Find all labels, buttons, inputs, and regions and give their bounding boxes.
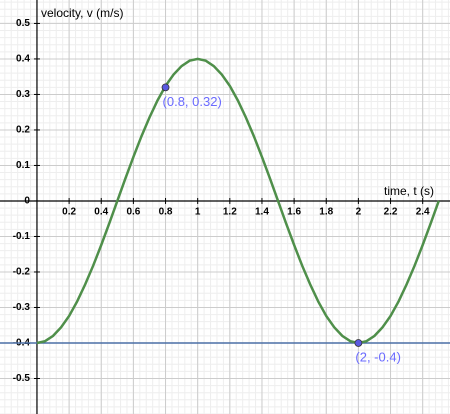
y-tick-label: -0.2	[13, 267, 31, 278]
point	[161, 83, 170, 92]
y-tick-label: 0.3	[16, 89, 30, 100]
x-tick-label: 0.4	[94, 207, 108, 218]
point	[354, 339, 363, 347]
y-tick-label: 0.4	[16, 54, 30, 65]
x-axis-label: time, t (s)	[384, 184, 434, 198]
point-label: (2, -0.4)	[355, 349, 401, 364]
y-axis-label: velocity, v (m/s)	[41, 6, 123, 20]
y-tick-label: -0.3	[13, 302, 31, 313]
y-tick-label: 0.5	[16, 18, 30, 29]
y-tick-label: -0.1	[13, 231, 31, 242]
y-tick-label: 0.1	[16, 160, 30, 171]
x-tick-label: 0.2	[62, 207, 76, 218]
x-tick-label: 2.2	[384, 207, 398, 218]
y-tick-label: -0.5	[13, 373, 31, 384]
x-tick-label: 2.4	[416, 207, 430, 218]
x-tick-label: 1	[195, 207, 201, 218]
x-tick-label: 2	[356, 207, 362, 218]
x-tick-label: 1.8	[319, 207, 333, 218]
point-label: (0.8, 0.32)	[163, 94, 222, 109]
x-tick-label: 0.6	[126, 207, 140, 218]
y-tick-label: 0.2	[16, 125, 30, 136]
x-tick-label: 1.4	[255, 207, 269, 218]
x-tick-label: 1.2	[223, 207, 237, 218]
x-tick-label: 1.6	[287, 207, 301, 218]
curve	[36, 57, 440, 345]
x-tick-label: 0.8	[159, 207, 173, 218]
